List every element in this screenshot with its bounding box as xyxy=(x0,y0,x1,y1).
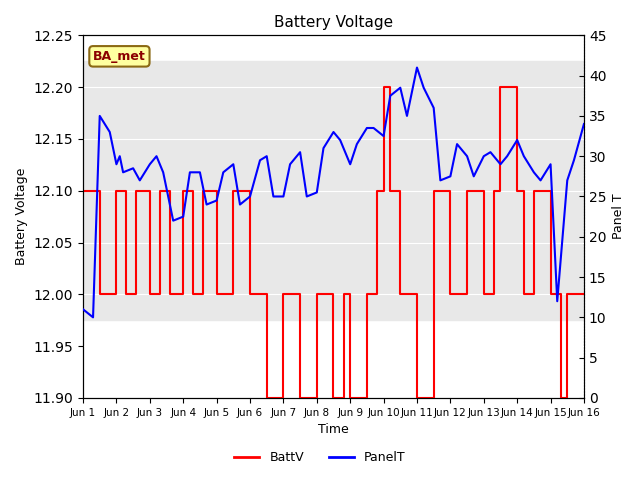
Text: BA_met: BA_met xyxy=(93,50,146,63)
Bar xyxy=(83,61,584,320)
Y-axis label: Battery Voltage: Battery Voltage xyxy=(15,168,28,265)
X-axis label: Time: Time xyxy=(318,423,349,436)
Y-axis label: Panel T: Panel T xyxy=(612,194,625,240)
Legend: BattV, PanelT: BattV, PanelT xyxy=(229,446,411,469)
Title: Battery Voltage: Battery Voltage xyxy=(274,15,393,30)
